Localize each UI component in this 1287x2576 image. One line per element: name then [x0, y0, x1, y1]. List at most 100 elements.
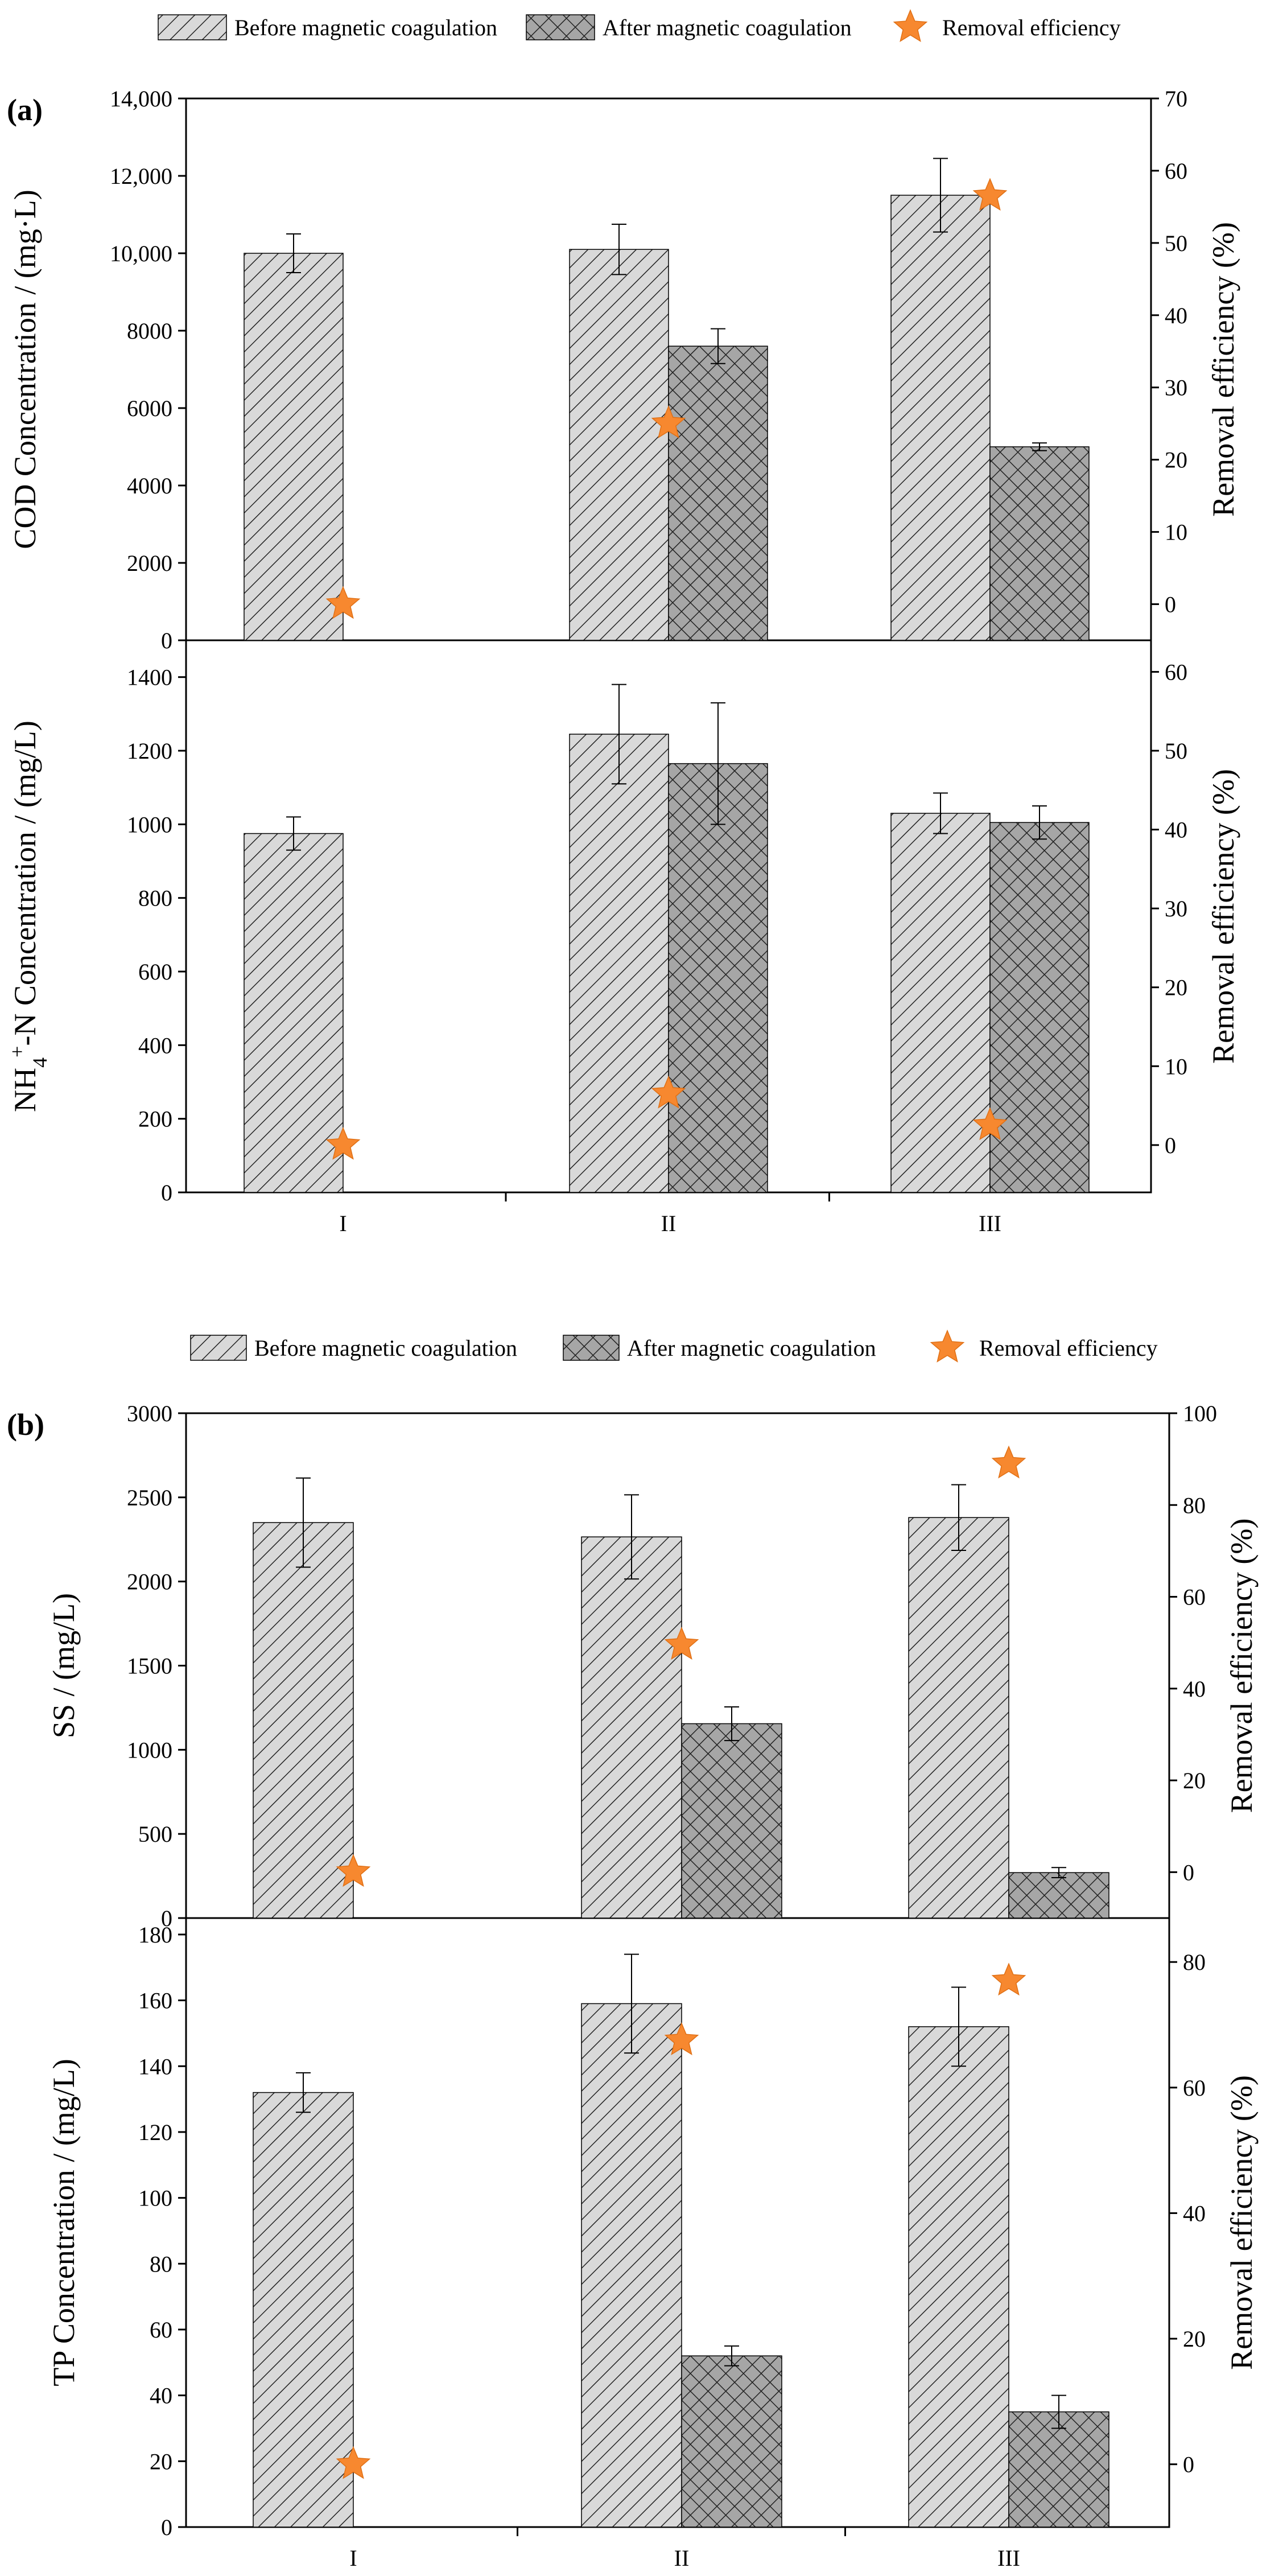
chart-1-y2tick-label: 0 — [1165, 1133, 1176, 1158]
chart-2-ytick-label: 1500 — [127, 1653, 172, 1679]
chart-1-ytick-label: 600 — [138, 959, 172, 985]
legend-0-removal-label: Removal efficiency — [942, 15, 1121, 40]
chart-2-removal-star-II — [664, 1627, 699, 1660]
chart-0-y2tick-label: 10 — [1165, 520, 1187, 545]
chart-1-ytick-label: 0 — [161, 1180, 172, 1205]
chart-0-y2tick-label: 20 — [1165, 447, 1187, 473]
chart-0-y2tick-label: 70 — [1165, 86, 1187, 112]
chart-2-bar-before-III — [908, 1517, 1009, 1919]
chart-0-y2tick-label: 60 — [1165, 158, 1187, 184]
chart-3-ytick-label: 60 — [150, 2317, 172, 2343]
chart-3-ytick-label: 120 — [138, 2120, 172, 2145]
chart-3-ytick-label: 0 — [161, 2515, 172, 2540]
chart-2-panel-label: (b) — [7, 1408, 44, 1442]
chart-2-removal-star-I — [336, 1854, 371, 1887]
chart-0-removal-star-II — [651, 405, 686, 439]
chart-1-ytick-label: 1200 — [127, 738, 172, 764]
chart-1-removal-star-I — [325, 1126, 361, 1160]
chart-2-y2tick-label: 100 — [1183, 1401, 1217, 1426]
chart-2-ytick-label: 500 — [138, 1821, 172, 1847]
chart-0-y2tick-label: 50 — [1165, 231, 1187, 256]
chart-3-ytick-label: 100 — [138, 2186, 172, 2211]
chart-0-bar-after-III — [989, 446, 1090, 641]
chart-3-ytick-label: 160 — [138, 1988, 172, 2014]
chart-0-ytick-label: 6000 — [127, 396, 172, 421]
legend-0-after-swatch — [526, 14, 595, 40]
chart-3-y2label: Removal efficiency (%) — [1224, 2075, 1259, 2370]
chart-2-removal-star-III — [991, 1445, 1026, 1479]
chart-2-ytick-label: 2500 — [127, 1485, 172, 1511]
chart-1-y2tick-label: 30 — [1165, 896, 1187, 921]
chart-2-y2tick-label: 20 — [1183, 1768, 1206, 1793]
chart-0-ytick-label: 14,000 — [110, 86, 172, 112]
chart-1-y2tick-label: 50 — [1165, 738, 1187, 764]
chart-1-bar-before-I — [244, 833, 344, 1193]
chart-0-ytick-label: 2000 — [127, 550, 172, 576]
chart-0-ytick-label: 10,000 — [110, 241, 172, 266]
chart-1-ytick-label: 1400 — [127, 665, 172, 690]
chart-3-ytick-label: 40 — [150, 2383, 172, 2409]
legend-0-before-swatch — [158, 14, 227, 40]
chart-2-y2tick-label: 60 — [1183, 1585, 1206, 1610]
marks-layer — [286, 9, 1066, 2479]
chart-0-y2tick-label: 40 — [1165, 303, 1187, 328]
chart-3-y2tick-label: 40 — [1183, 2200, 1206, 2226]
chart-1-y2tick-label: 60 — [1165, 659, 1187, 685]
chart-1-category-label: III — [979, 1211, 1001, 1236]
chart-1-removal-star-III — [972, 1107, 1008, 1141]
chart-1-y2label: Removal efficiency (%) — [1206, 769, 1240, 1064]
chart-3-removal-star-I — [336, 2446, 371, 2479]
chart-2-bar-before-II — [581, 1536, 682, 1919]
chart-0-bar-after-II — [668, 345, 768, 641]
chart-3-ytick-label: 140 — [138, 2054, 172, 2079]
legend-1-before-swatch — [190, 1335, 247, 1361]
legend-1-removal-star-icon — [930, 1330, 965, 1363]
chart-1-y2tick-label: 10 — [1165, 1054, 1187, 1079]
chart-1-bar-before-II — [569, 734, 669, 1193]
chart-2-ytick-label: 1000 — [127, 1737, 172, 1763]
chart-0-ytick-label: 4000 — [127, 473, 172, 499]
chart-0-ytick-label: 12,000 — [110, 163, 172, 189]
legend-1-after-label: After magnetic coagulation — [627, 1335, 876, 1361]
chart-2-bar-after-II — [681, 1723, 782, 1919]
bars-layer — [158, 14, 1109, 2528]
chart-1-y2tick-label: 20 — [1165, 975, 1187, 1001]
chart-1-ytick-label: 800 — [138, 886, 172, 911]
legend-1-before-label: Before magnetic coagulation — [254, 1335, 517, 1361]
chart-0-y2tick-label: 0 — [1165, 592, 1176, 618]
chart-3-y2tick-label: 60 — [1183, 2075, 1206, 2101]
chart-0-panel-label: (a) — [7, 93, 43, 127]
chart-2-ytick-label: 2000 — [127, 1569, 172, 1595]
chart-2-y2tick-label: 80 — [1183, 1492, 1206, 1518]
chart-0-removal-star-I — [325, 586, 361, 619]
chart-3-category-label: I — [349, 2545, 357, 2571]
chart-1-ytick-label: 400 — [138, 1032, 172, 1058]
legend-1-after-swatch — [563, 1335, 620, 1361]
chart-3-ytick-label: 180 — [138, 1922, 172, 1948]
chart-2-bar-after-III — [1008, 1872, 1109, 1919]
chart-0-bar-before-II — [569, 249, 669, 641]
chart-1-bar-before-III — [890, 813, 991, 1193]
chart-3-category-label: III — [997, 2545, 1020, 2571]
chart-1-ytick-label: 1000 — [127, 812, 172, 837]
chart-0-ytick-label: 8000 — [127, 318, 172, 344]
chart-3-bar-before-II — [581, 2003, 682, 2528]
chart-3-removal-star-II — [664, 2022, 699, 2055]
chart-0-ytick-label: 0 — [161, 628, 172, 653]
chart-3-ytick-label: 80 — [150, 2251, 172, 2277]
chart-0-removal-star-III — [972, 178, 1008, 211]
chart-0-y2label: Removal efficiency (%) — [1206, 222, 1240, 517]
chart-0-y2tick-label: 30 — [1165, 375, 1187, 401]
chart-1-y2tick-label: 40 — [1165, 817, 1187, 843]
chart-2-ytick-label: 0 — [161, 1906, 172, 1931]
legend-1-removal-label: Removal efficiency — [979, 1335, 1158, 1361]
chart-1-bar-after-II — [668, 763, 768, 1193]
chart-0-ylabel: COD Concentration / (mg·L) — [8, 190, 42, 549]
chart-3-ylabel: TP Concentration / (mg/L) — [47, 2059, 81, 2386]
chart-3-bar-before-I — [253, 2092, 354, 2528]
legend-0-before-label: Before magnetic coagulation — [234, 15, 497, 40]
chart-1-removal-star-II — [651, 1075, 686, 1109]
chart-1-ylabel: NH4+-N Concentration / (mg/L) — [6, 721, 51, 1112]
chart-0-bar-before-I — [244, 253, 344, 641]
